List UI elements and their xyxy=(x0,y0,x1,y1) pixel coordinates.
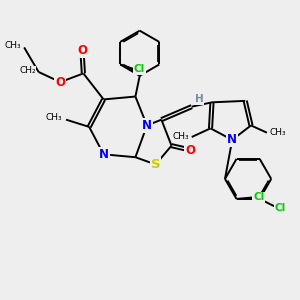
Text: N: N xyxy=(99,148,109,161)
Text: CH₃: CH₃ xyxy=(46,113,63,122)
Text: S: S xyxy=(151,158,160,171)
Text: Cl: Cl xyxy=(275,202,286,213)
Text: Cl: Cl xyxy=(253,193,264,202)
Text: H: H xyxy=(195,94,203,104)
Text: CH₂: CH₂ xyxy=(19,66,36,75)
Text: CH₃: CH₃ xyxy=(4,41,21,50)
Text: CH₃: CH₃ xyxy=(270,128,286,137)
Text: O: O xyxy=(77,44,87,57)
Text: O: O xyxy=(55,76,65,88)
Text: N: N xyxy=(227,134,237,146)
Text: CH₃: CH₃ xyxy=(172,133,189,142)
Text: O: O xyxy=(185,143,195,157)
Text: Cl: Cl xyxy=(134,64,145,74)
Text: N: N xyxy=(142,119,152,132)
